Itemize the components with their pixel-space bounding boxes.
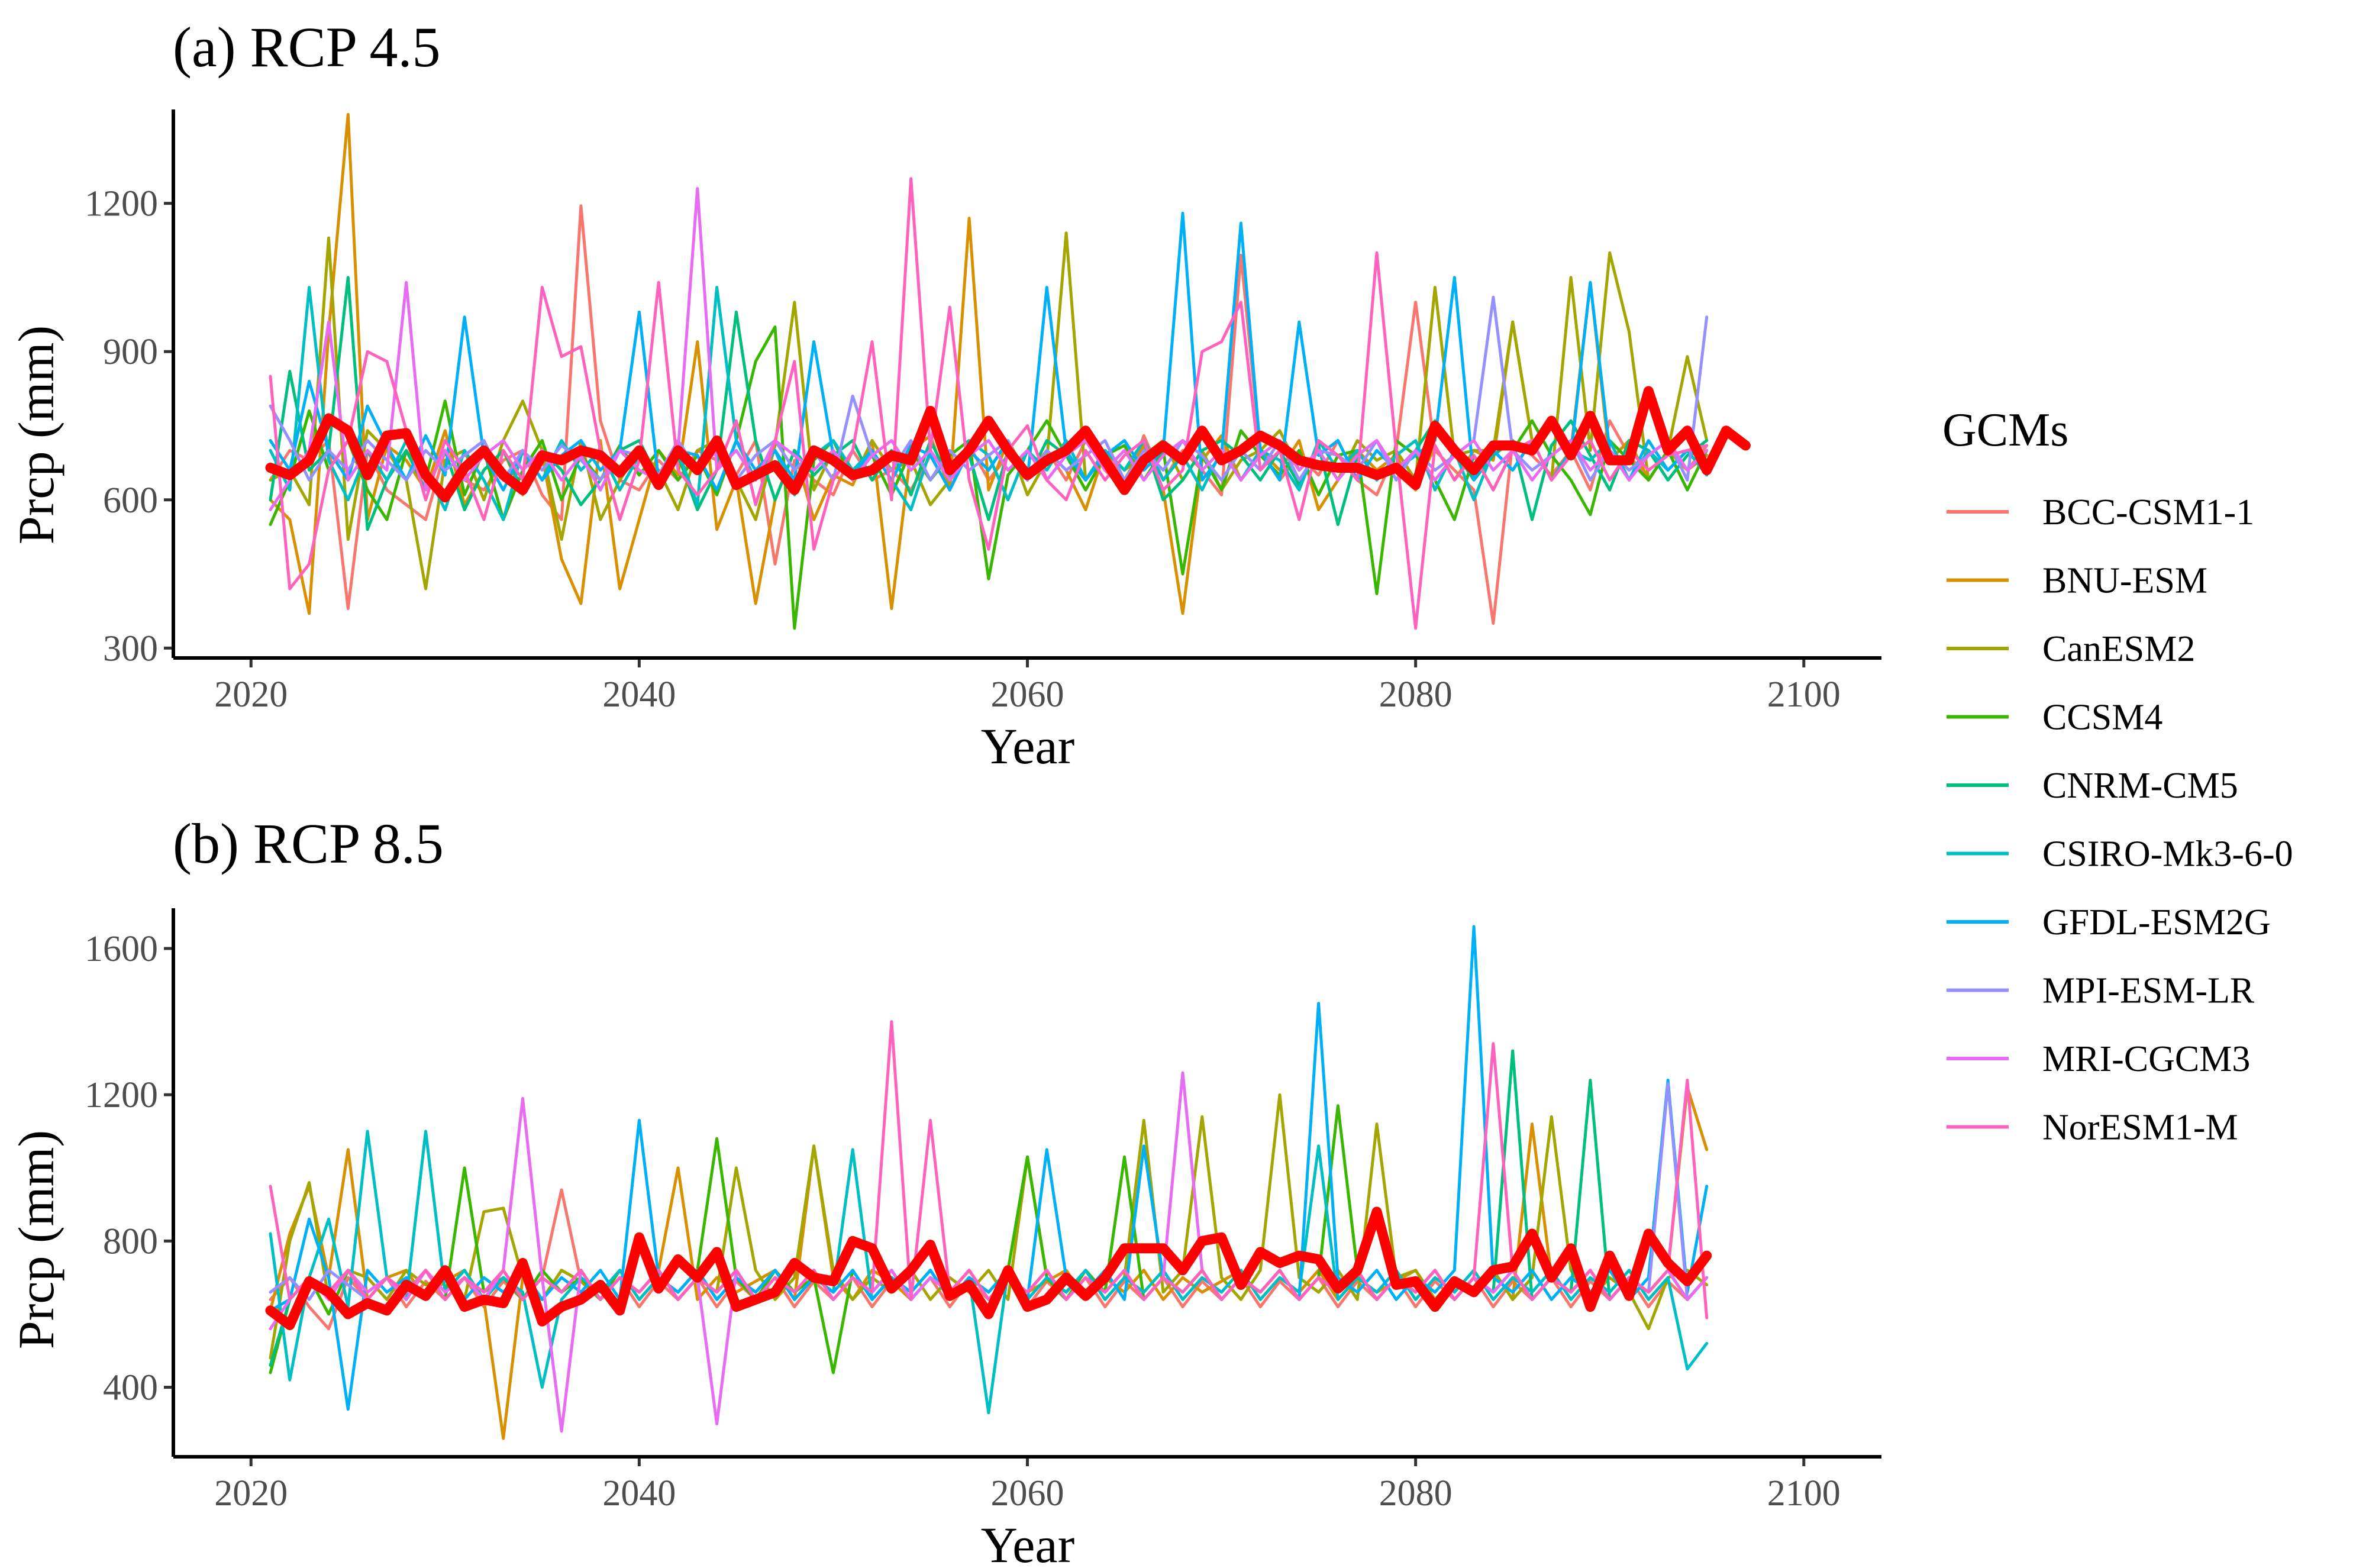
legend-item: CNRM-CM5	[1947, 766, 2238, 806]
legend-label: MRI-CGCM3	[2042, 1039, 2250, 1079]
series-group	[265, 925, 1712, 1440]
series-line-ccsm4	[269, 325, 1709, 630]
x-tick-label: 2080	[1379, 1473, 1453, 1514]
y-tick-label: 400	[103, 1368, 158, 1408]
axis-ticks: 400 800 1200 1600 2020 2040 2060 2080 2100	[85, 929, 1841, 1514]
series-line-ensemble-mean	[265, 1206, 1712, 1330]
y-tick-label: 800	[103, 1221, 158, 1262]
x-tick-label: 2020	[214, 675, 288, 715]
legend-item: NorESM1-M	[1947, 1108, 2238, 1148]
x-tick-label: 2040	[602, 1473, 676, 1514]
legend-item: CCSM4	[1947, 698, 2162, 738]
series-line-noresm1-m	[269, 177, 1709, 630]
legend-item: MPI-ESM-LR	[1947, 971, 2255, 1011]
x-tick-label: 2080	[1379, 675, 1453, 715]
y-tick-label: 1600	[85, 929, 158, 969]
legend-title: GCMs	[1942, 404, 2068, 456]
series-line-bcc-csm1-1	[269, 204, 1709, 625]
y-tick-label: 1200	[85, 1075, 158, 1115]
x-tick-label: 2060	[991, 675, 1064, 715]
legend-label: CanESM2	[2042, 629, 2195, 669]
legend-item: GFDL-ESM2G	[1947, 902, 2271, 943]
series-line-ensemble-mean	[265, 386, 1751, 503]
legend-item: BCC-CSM1-1	[1947, 492, 2254, 533]
series-line-mri-cgcm3	[269, 187, 1709, 511]
panel-title: (a) RCP 4.5	[173, 15, 440, 79]
legend-label: NorESM1-M	[2042, 1108, 2238, 1148]
x-axis-title: Year	[981, 718, 1074, 775]
x-tick-label: 2040	[602, 675, 676, 715]
series-line-bnu-esm	[269, 112, 1709, 615]
x-tick-label: 2060	[991, 1473, 1064, 1514]
legend: GCMs BCC-CSM1-1 BNU-ESM CanESM2 CCSM4 CNRM-C…	[1942, 404, 2293, 1148]
y-tick-label: 600	[103, 480, 158, 521]
y-tick-label: 900	[103, 332, 158, 372]
panel-rcp45: (a) RCP 4.5 Prcp (mm) Year 300 600 900 1200…	[8, 15, 1881, 775]
legend-item: MRI-CGCM3	[1947, 1039, 2250, 1079]
series-group	[265, 112, 1751, 630]
legend-label: CNRM-CM5	[2042, 766, 2238, 806]
x-tick-label: 2020	[214, 1473, 288, 1514]
legend-label: CSIRO-Mk3-6-0	[2042, 834, 2293, 875]
y-axis-title: Prcp (mm)	[8, 325, 64, 544]
series-line-gfdl-esm2g	[269, 925, 1709, 1411]
x-tick-label: 2100	[1767, 1473, 1841, 1514]
legend-label: BNU-ESM	[2042, 561, 2207, 601]
y-tick-label: 300	[103, 628, 158, 669]
axis-ticks: 300 600 900 1200 2020 2040 2060 2080 2100	[85, 184, 1841, 715]
legend-item: CSIRO-Mk3-6-0	[1947, 834, 2293, 875]
panel-title: (b) RCP 8.5	[173, 812, 444, 875]
legend-label: MPI-ESM-LR	[2042, 971, 2255, 1011]
y-tick-label: 1200	[85, 184, 158, 224]
x-tick-label: 2100	[1767, 675, 1841, 715]
y-axis-title: Prcp (mm)	[8, 1130, 64, 1349]
x-axis-title: Year	[981, 1517, 1074, 1568]
legend-item: BNU-ESM	[1947, 561, 2207, 601]
series-line-canesm2	[269, 231, 1709, 591]
legend-label: BCC-CSM1-1	[2042, 492, 2254, 533]
legend-label: CCSM4	[2042, 698, 2162, 738]
legend-label: GFDL-ESM2G	[2042, 902, 2271, 943]
panel-rcp85: (b) RCP 8.5 Prcp (mm) Year 400 800 1200 160…	[8, 812, 1881, 1568]
legend-item: CanESM2	[1947, 629, 2195, 669]
